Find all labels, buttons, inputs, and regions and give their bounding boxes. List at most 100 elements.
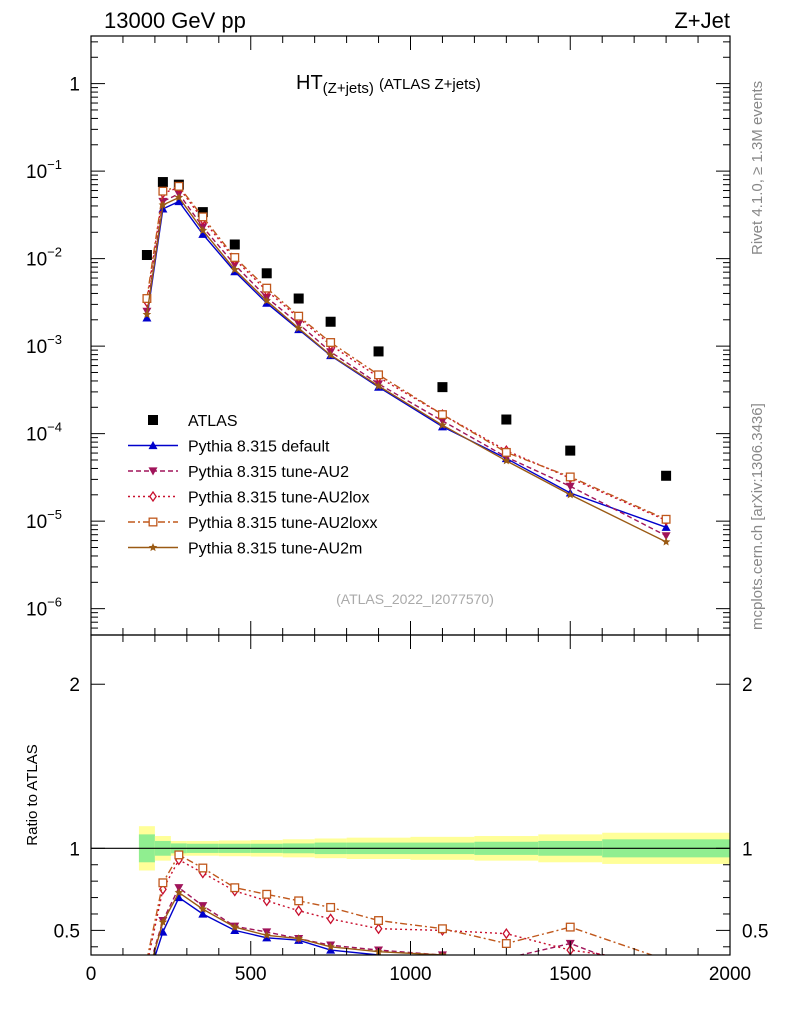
ratio-point-AU2lox <box>374 923 383 935</box>
ratio-line-AU2lox <box>148 858 612 955</box>
main-point-AU2m <box>566 490 575 499</box>
main-y-tick-label: 10−1 <box>26 157 62 183</box>
main-point-AU2loxx <box>437 410 447 420</box>
main-point-ATLAS <box>293 293 304 304</box>
ratio-point-AU2loxx <box>662 956 670 964</box>
main-point-AU2loxx <box>501 447 511 457</box>
ratio-plot-frame <box>90 634 731 956</box>
x-tick-label: 500 <box>235 964 267 985</box>
ratio-y-tick-label: 2 <box>69 675 80 696</box>
ratio-point-AU2m <box>158 917 168 926</box>
legend-label: Pythia 8.315 tune-AU2loxx <box>188 515 377 532</box>
main-point-ATLAS <box>325 316 336 327</box>
legend-marker <box>148 441 158 450</box>
main-point-AU2m <box>502 456 511 465</box>
main-point-ATLAS <box>229 239 240 250</box>
main-point-AU2m <box>294 323 303 332</box>
main-y-tick-label: 10−5 <box>26 507 62 533</box>
legend-label: Pythia 8.315 default <box>188 439 330 456</box>
main-point-ATLAS <box>437 382 448 393</box>
ratio-point-AU2loxx <box>294 896 304 906</box>
main-point-AU2m <box>438 420 447 429</box>
ratio-point-AU2lox <box>502 928 511 940</box>
legend-item-default: Pythia 8.315 default <box>128 439 330 456</box>
ratio-point-AU2loxx <box>158 878 168 888</box>
legend-marker <box>148 517 158 527</box>
main-point-default <box>142 313 152 322</box>
ratio-point-default <box>174 893 184 902</box>
main-y-tick-label: 10−4 <box>26 420 62 446</box>
rivet-version-label: Rivet 4.1.0, ≥ 1.3M events <box>749 81 766 255</box>
legend-item-AU2m: Pythia 8.315 tune-AU2m <box>128 541 362 558</box>
legend-label: Pythia 8.315 tune-AU2lox <box>188 490 369 507</box>
legend-item-AU2loxx: Pythia 8.315 tune-AU2loxx <box>128 515 377 532</box>
main-point-AU2loxx <box>374 370 384 380</box>
x-tick-label: 1000 <box>389 964 431 985</box>
main-point-default <box>198 229 208 238</box>
ratio-point-AU2m <box>198 904 208 913</box>
ratio-point-AU2loxx <box>326 902 336 912</box>
ratio-point-default <box>438 957 447 965</box>
main-point-AU2loxx <box>230 253 240 262</box>
ratio-y-tick-label-right: 1 <box>742 839 753 860</box>
legend-marker <box>148 543 158 552</box>
legend-label: Pythia 8.315 tune-AU2m <box>188 541 362 558</box>
main-y-tick-label: 10−3 <box>26 332 62 358</box>
main-point-AU2 <box>565 482 575 491</box>
ratio-point-AU2loxx <box>501 939 511 948</box>
ratio-y-tick-label: 0.5 <box>54 921 80 942</box>
ratio-y-tick-label: 1 <box>69 839 80 860</box>
ratio-point-default <box>262 933 272 942</box>
ratio-y-tick-label-right: 0.5 <box>742 921 768 942</box>
mcplots-label: mcplots.cern.ch [arXiv:1306.3436] <box>749 403 766 630</box>
ratio-point-AU2m <box>326 942 335 951</box>
x-tick-label: 0 <box>86 964 97 985</box>
x-tick-label: 2000 <box>709 964 751 985</box>
main-point-AU2loxx <box>262 283 272 293</box>
main-point-ATLAS <box>373 346 384 357</box>
main-point-AU2m <box>661 537 671 546</box>
legend-label: ATLAS <box>188 413 238 430</box>
main-point-AU2m <box>374 381 383 390</box>
main-point-AU2loxx <box>142 294 152 303</box>
main-point-AU2m <box>198 225 208 235</box>
process-label: Z+Jet <box>674 8 730 33</box>
ratio-point-AU2loxx <box>230 883 240 893</box>
ratio-point-AU2loxx <box>437 924 447 934</box>
ratio-point-AU2 <box>174 884 184 893</box>
legend-marker <box>149 490 157 503</box>
ratio-point-AU2lox <box>294 905 303 917</box>
main-point-AU2m <box>142 310 152 319</box>
main-plot-frame <box>90 35 731 636</box>
ratio-point-default <box>158 927 168 936</box>
ratio-point-AU2lox <box>663 959 669 968</box>
plot-title: HT(Z+jets) (ATLAS Z+jets) <box>296 72 481 97</box>
ratio-point-AU2loxx <box>198 863 208 873</box>
ratio-line-AU2loxx <box>147 853 654 955</box>
legend-label: Pythia 8.315 tune-AU2 <box>188 464 349 481</box>
main-point-AU2m <box>326 350 335 359</box>
analysis-label: (ATLAS_2022_I2077570) <box>336 591 494 607</box>
main-point-default <box>174 196 184 206</box>
main-y-tick-label: 10−6 <box>26 595 62 621</box>
ratio-point-AU2lox <box>326 913 335 925</box>
legend-item-ATLAS: ATLAS <box>148 413 238 430</box>
ratio-point-AU2m <box>174 888 184 897</box>
ratio-point-AU2 <box>501 954 511 955</box>
ratio-point-AU2loxx <box>174 850 184 860</box>
ratio-point-AU2loxx <box>143 956 151 964</box>
ratio-point-AU2m <box>294 934 303 943</box>
main-y-tick-label: 10−2 <box>26 245 62 271</box>
main-point-ATLAS <box>565 445 576 456</box>
ratio-point-default <box>198 909 208 918</box>
main-point-ATLAS <box>261 268 272 279</box>
main-point-AU2m <box>158 200 168 209</box>
main-point-AU2m <box>174 193 184 202</box>
legend-item-AU2: Pythia 8.315 tune-AU2 <box>128 464 349 481</box>
legend-marker <box>148 415 158 425</box>
main-point-AU2loxx <box>565 472 575 482</box>
ratio-y-tick-label-right: 2 <box>742 675 753 696</box>
legend-item-AU2lox: Pythia 8.315 tune-AU2lox <box>128 490 369 507</box>
main-point-AU2loxx <box>198 212 208 222</box>
main-point-AU2loxx <box>294 311 304 321</box>
